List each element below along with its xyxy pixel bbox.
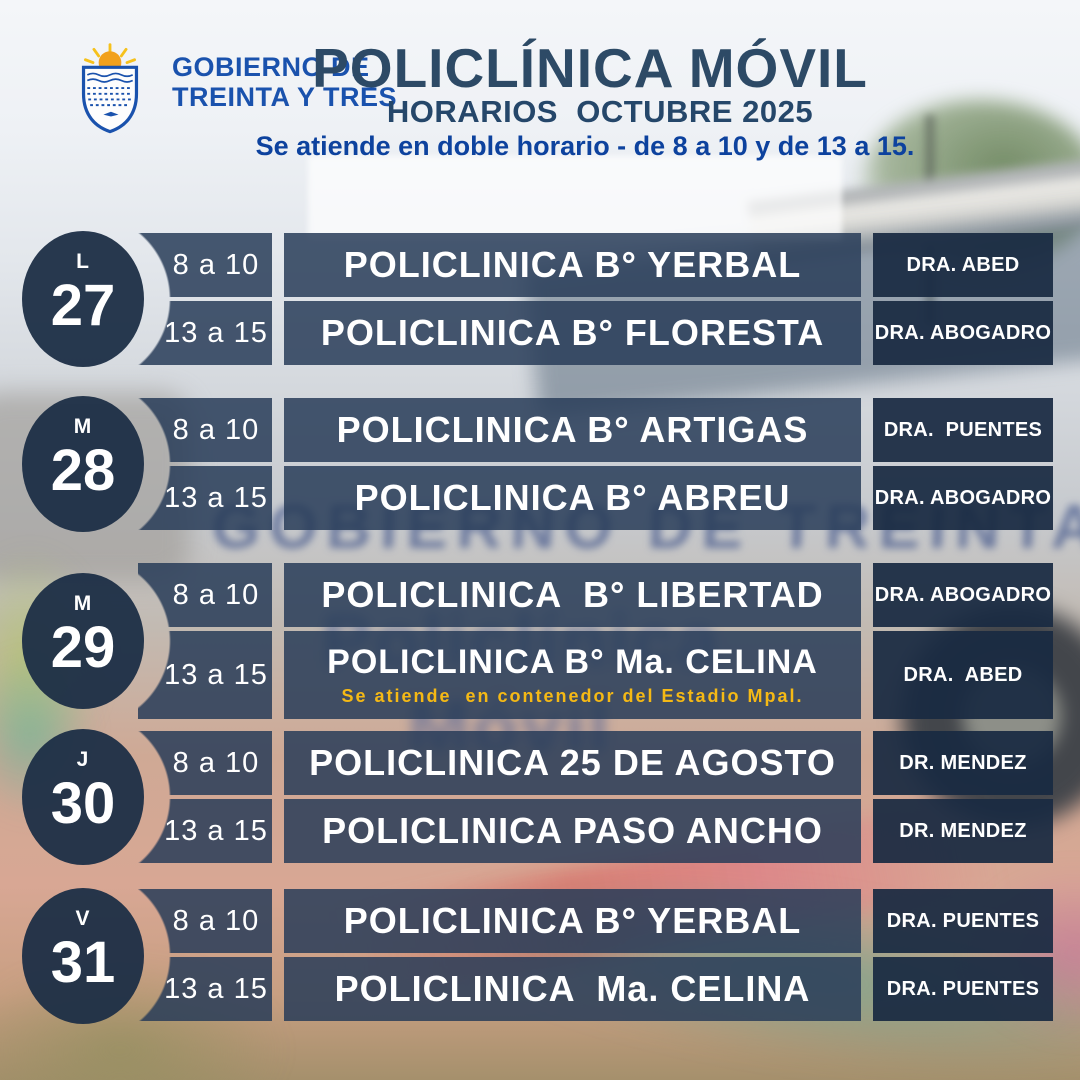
poster-title: POLICLÍNICA MÓVIL <box>312 37 868 99</box>
time-label: 13 a 15 <box>138 466 272 530</box>
location-cell: POLICLINICA PASO ANCHO <box>284 799 861 863</box>
doctor-label: DRA. ABOGADRO <box>873 563 1053 627</box>
location-label: POLICLINICA 25 DE AGOSTO <box>309 742 836 783</box>
schedule-block: J 30 8 a 10 POLICLINICA 25 DE AGOSTO DR.… <box>0 729 1080 865</box>
time-slot: 13 a 15 POLICLINICA B° Ma. CELINA Se ati… <box>138 631 1053 719</box>
day-circle: M 29 <box>22 573 144 709</box>
day-circle: V 31 <box>22 887 144 1024</box>
background-white-patch <box>308 156 842 240</box>
time-slot: 13 a 15 POLICLINICA B° FLORESTA DRA. ABO… <box>138 301 1053 365</box>
doctor-label: DRA. PUENTES <box>873 398 1053 462</box>
day-letter: M <box>73 415 93 438</box>
day-number: 29 <box>50 615 116 680</box>
time-slot: 8 a 10 POLICLINICA B° YERBAL DRA. PUENTE… <box>138 889 1053 953</box>
doctor-label: DRA. PUENTES <box>873 889 1053 953</box>
location-label: POLICLINICA PASO ANCHO <box>322 810 823 851</box>
schedule-block: M 29 8 a 10 POLICLINICA B° LIBERTAD DRA.… <box>0 563 1080 719</box>
government-name-line1: GOBIERNO DE <box>172 52 370 82</box>
time-label: 13 a 15 <box>138 301 272 365</box>
day-slots: 8 a 10 POLICLINICA 25 DE AGOSTO DR. MEND… <box>138 731 1053 863</box>
time-label: 8 a 10 <box>138 563 272 627</box>
location-cell: POLICLINICA B° ABREU <box>284 466 861 530</box>
doctor-label: DRA. ABOGADRO <box>873 466 1053 530</box>
time-slot: 13 a 15 POLICLINICA B° ABREU DRA. ABOGAD… <box>138 466 1053 530</box>
day-number: 31 <box>50 929 116 995</box>
location-cell: POLICLINICA B° ARTIGAS <box>284 398 861 462</box>
day-letter: L <box>76 250 90 273</box>
location-label: POLICLINICA B° YERBAL <box>343 900 802 941</box>
schedule-block: V 31 8 a 10 POLICLINICA B° YERBAL DRA. P… <box>0 887 1080 1024</box>
time-slot: 13 a 15 POLICLINICA PASO ANCHO DR. MENDE… <box>138 799 1053 863</box>
day-slots: 8 a 10 POLICLINICA B° YERBAL DRA. PUENTE… <box>138 889 1053 1022</box>
time-slot: 8 a 10 POLICLINICA B° LIBERTAD DRA. ABOG… <box>138 563 1053 627</box>
location-label: POLICLINICA B° YERBAL <box>343 244 802 285</box>
location-cell: POLICLINICA 25 DE AGOSTO <box>284 731 861 795</box>
government-shield-logo <box>81 43 139 134</box>
location-cell: POLICLINICA B° YERBAL <box>284 889 861 953</box>
day-circle: M 28 <box>22 396 144 532</box>
government-name-line2: TREINTA Y TRES <box>172 82 398 113</box>
schedule-block: L 27 8 a 10 POLICLINICA B° YERBAL DRA. A… <box>0 231 1080 367</box>
time-slot: 8 a 10 POLICLINICA 25 DE AGOSTO DR. MEND… <box>138 731 1053 795</box>
poster-subtitle: HORARIOS OCTUBRE 2025 <box>386 94 814 129</box>
time-label: 8 a 10 <box>138 731 272 795</box>
time-label: 13 a 15 <box>138 799 272 863</box>
location-label: POLICLINICA B° ARTIGAS <box>336 409 809 450</box>
time-label: 13 a 15 <box>138 631 272 719</box>
doctor-label: DR. MENDEZ <box>873 731 1053 795</box>
government-name: GOBIERNO DE TREINTA Y TRES <box>172 52 397 112</box>
day-letter: V <box>75 906 91 930</box>
container-note: Se atiende en contenedor del Estadio Mpa… <box>341 686 804 706</box>
doctor-label: DR. MENDEZ <box>873 799 1053 863</box>
doctor-label: DRA. ABED <box>873 233 1053 297</box>
doctor-label: DRA. ABOGADRO <box>873 301 1053 365</box>
location-label: POLICLINICA B° ABREU <box>354 477 791 518</box>
location-cell: POLICLINICA B° Ma. CELINA Se atiende en … <box>284 631 861 719</box>
location-label: POLICLINICA B° Ma. CELINA <box>327 643 818 681</box>
location-cell: POLICLINICA B° YERBAL <box>284 233 861 297</box>
time-slot: 13 a 15 POLICLINICA Ma. CELINA DRA. PUEN… <box>138 957 1053 1021</box>
schedule-block: M 28 8 a 10 POLICLINICA B° ARTIGAS DRA. … <box>0 396 1080 532</box>
day-slots: 8 a 10 POLICLINICA B° YERBAL DRA. ABED 1… <box>138 233 1053 365</box>
location-label: POLICLINICA B° LIBERTAD <box>321 574 824 615</box>
day-circle: J 30 <box>22 729 144 865</box>
day-letter: M <box>73 592 93 615</box>
doctor-label: DRA. PUENTES <box>873 957 1053 1021</box>
day-letter: J <box>76 748 90 771</box>
location-cell: POLICLINICA B° FLORESTA <box>284 301 861 365</box>
location-cell: POLICLINICA B° LIBERTAD <box>284 563 861 627</box>
time-label: 8 a 10 <box>138 889 272 953</box>
day-number: 30 <box>50 771 116 836</box>
time-label: 8 a 10 <box>138 398 272 462</box>
location-label: POLICLINICA B° FLORESTA <box>320 312 825 353</box>
location-label: POLICLINICA Ma. CELINA <box>334 968 811 1009</box>
doctor-label: DRA. ABED <box>873 631 1053 719</box>
time-slot: 8 a 10 POLICLINICA B° YERBAL DRA. ABED <box>138 233 1053 297</box>
day-number: 28 <box>50 438 116 503</box>
location-cell: POLICLINICA Ma. CELINA <box>284 957 861 1021</box>
day-circle: L 27 <box>22 231 144 367</box>
time-label: 8 a 10 <box>138 233 272 297</box>
time-label: 13 a 15 <box>138 957 272 1021</box>
double-schedule-note: Se atiende en doble horario - de 8 a 10 … <box>255 131 915 161</box>
day-slots: 8 a 10 POLICLINICA B° ARTIGAS DRA. PUENT… <box>138 398 1053 530</box>
day-slots: 8 a 10 POLICLINICA B° LIBERTAD DRA. ABOG… <box>138 563 1053 719</box>
day-number: 27 <box>50 273 116 338</box>
time-slot: 8 a 10 POLICLINICA B° ARTIGAS DRA. PUENT… <box>138 398 1053 462</box>
